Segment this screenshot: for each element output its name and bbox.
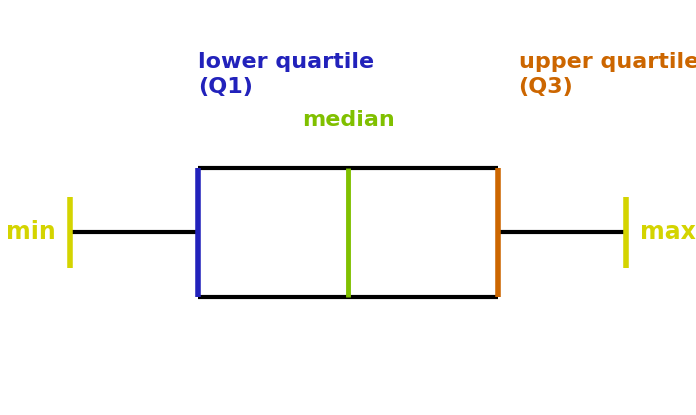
Text: upper quartile
(Q3): upper quartile (Q3) [519, 52, 696, 97]
Text: min: min [6, 220, 56, 244]
Text: max: max [640, 220, 696, 244]
Text: lower quartile
(Q1): lower quartile (Q1) [198, 52, 374, 97]
Text: median: median [301, 110, 395, 130]
